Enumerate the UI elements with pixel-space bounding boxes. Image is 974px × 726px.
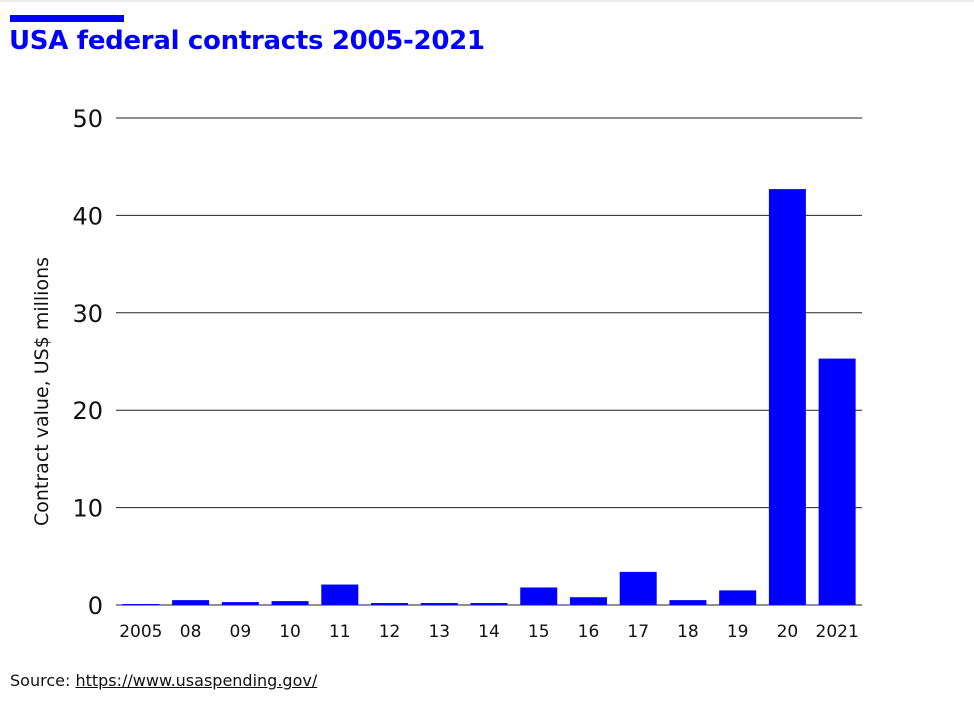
x-tick-label: 13 — [428, 622, 450, 642]
bar — [768, 189, 806, 606]
bars — [122, 189, 856, 606]
x-tick-label: 11 — [329, 622, 351, 642]
chart-title: USA federal contracts 2005-2021 — [9, 26, 485, 56]
bar — [221, 602, 259, 605]
x-tick-label: 19 — [727, 622, 749, 642]
y-tick-label: 20 — [72, 397, 103, 425]
source-link[interactable]: https://www.usaspending.gov/ — [75, 671, 318, 690]
bar — [172, 600, 210, 605]
x-tick-label: 12 — [379, 622, 401, 642]
gridlines — [116, 117, 862, 606]
top-divider — [0, 0, 974, 2]
bar — [719, 590, 757, 605]
bar — [122, 604, 160, 606]
y-tick-label: 0 — [88, 592, 103, 620]
bar — [420, 603, 458, 605]
source-note: Source: https://www.usaspending.gov/ — [10, 671, 317, 690]
x-tick-label: 08 — [180, 622, 202, 642]
bar — [619, 571, 657, 605]
x-tick-label: 10 — [279, 622, 301, 642]
source-label: Source: — [10, 671, 71, 690]
y-tick-label: 40 — [72, 202, 103, 230]
x-tick-label: 2021 — [816, 622, 859, 642]
y-axis-label: Contract value, US$ millions — [31, 257, 53, 526]
bar — [669, 600, 707, 605]
bar — [271, 601, 309, 605]
y-tick-label: 10 — [72, 495, 103, 523]
bar-chart: 0 10 20 30 40 50 2005 08 09 10 11 12 13 14 15 16 17 18 19… — [31, 105, 862, 642]
x-axis-ticks: 2005 08 09 10 11 12 13 14 15 16 17 18 19 20 2021 — [119, 622, 859, 642]
x-tick-label: 16 — [578, 622, 600, 642]
y-axis-ticks: 0 10 20 30 40 50 — [72, 105, 103, 620]
x-tick-label: 17 — [627, 622, 649, 642]
x-tick-label: 2005 — [119, 622, 162, 642]
x-tick-label: 18 — [677, 622, 699, 642]
bar — [470, 603, 508, 605]
x-tick-label: 14 — [478, 622, 500, 642]
bar — [520, 587, 558, 605]
x-tick-label: 15 — [528, 622, 550, 642]
bar — [569, 597, 607, 605]
bar — [371, 603, 409, 605]
x-tick-label: 20 — [777, 622, 799, 642]
y-tick-label: 30 — [72, 300, 103, 328]
title-accent-bar — [10, 15, 124, 22]
y-tick-label: 50 — [72, 105, 103, 133]
bar — [818, 358, 856, 605]
x-tick-label: 09 — [230, 622, 252, 642]
bar — [321, 584, 359, 605]
